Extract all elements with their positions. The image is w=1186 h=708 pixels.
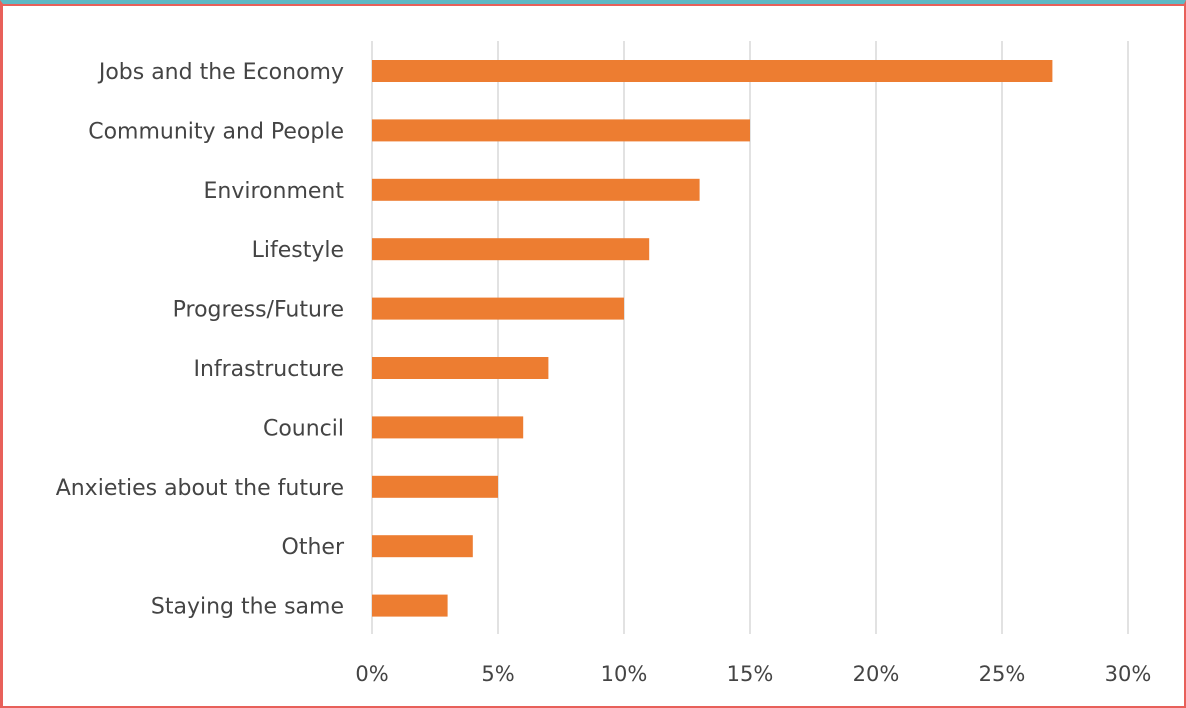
- category-label-4: Progress/Future: [173, 298, 344, 323]
- category-label-2: Environment: [204, 179, 345, 204]
- category-label-6: Council: [263, 416, 344, 441]
- bar-4: [372, 297, 624, 320]
- bar-3: [372, 238, 650, 261]
- category-label-1: Community and People: [88, 119, 344, 144]
- category-label-5: Infrastructure: [193, 357, 344, 382]
- x-tick-label-10: 10%: [601, 662, 648, 686]
- bar-2: [372, 178, 700, 201]
- x-tick-label-30: 30%: [1105, 662, 1152, 686]
- frame-accent-line: [0, 4, 1186, 6]
- bars: [372, 60, 1053, 617]
- category-label-8: Other: [282, 535, 345, 560]
- category-label-7: Anxieties about the future: [56, 476, 344, 501]
- bar-6: [372, 416, 524, 439]
- x-tick-labels: 0% 5% 10% 15% 20% 25% 30%: [355, 662, 1151, 686]
- bar-8: [372, 535, 473, 558]
- x-tick-label-25: 25%: [979, 662, 1026, 686]
- bar-7: [372, 475, 498, 498]
- x-tick-label-15: 15%: [727, 662, 774, 686]
- category-labels: Jobs and the Economy Community and People…: [56, 60, 345, 620]
- category-label-3: Lifestyle: [252, 238, 344, 263]
- category-label-0: Jobs and the Economy: [97, 60, 344, 85]
- x-tick-label-0: 0%: [355, 662, 388, 686]
- x-tick-label-20: 20%: [853, 662, 900, 686]
- bar-0: [372, 60, 1053, 82]
- gridlines: [371, 41, 1129, 634]
- bar-5: [372, 357, 549, 379]
- x-tick-label-5: 5%: [481, 662, 514, 686]
- category-label-9: Staying the same: [151, 595, 344, 620]
- bar-9: [372, 594, 448, 617]
- bar-1: [372, 119, 750, 142]
